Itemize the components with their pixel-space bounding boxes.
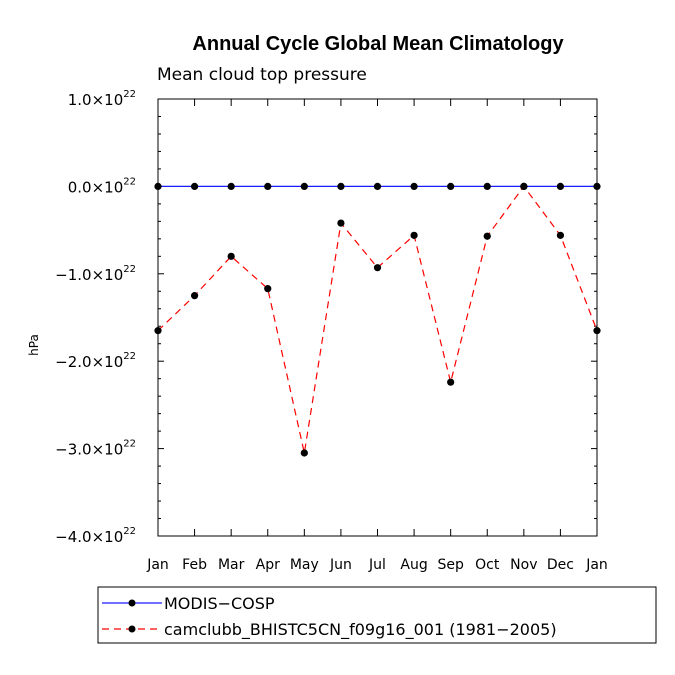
legend-marker-camclubb (128, 625, 136, 633)
data-point-s0-7 (410, 182, 418, 190)
y-tick-mantissa: −1.0×10 (55, 266, 123, 284)
data-point-s1-1 (190, 292, 199, 300)
legend-entry-modis: MODIS−COSP (102, 594, 275, 613)
y-tick-exponent: 22 (123, 526, 136, 537)
x-tick-label: Jan (146, 557, 169, 573)
data-point-s1-3 (264, 285, 272, 293)
y-tick-label: 0.0×1022 (68, 176, 136, 196)
x-tick-label: Jul (368, 557, 386, 573)
x-tick-label: Sep (437, 557, 464, 573)
data-point-s0-2 (227, 182, 235, 190)
y-tick-exponent: 22 (123, 439, 136, 450)
data-point-s1-10 (520, 182, 528, 190)
y-tick-mantissa: 0.0×10 (68, 178, 124, 196)
data-point-s0-3 (264, 182, 272, 190)
x-tick-label: Jan (585, 557, 608, 573)
plot-frame (157, 98, 598, 537)
data-point-s0-6 (373, 182, 382, 190)
data-point-s0-8 (447, 182, 455, 190)
legend-label-modis: MODIS−COSP (164, 594, 275, 613)
x-tick-label: Mar (218, 557, 245, 573)
data-point-s0-0 (154, 182, 162, 190)
data-point-s1-4 (300, 449, 308, 457)
x-tick-label: Dec (547, 557, 574, 573)
data-point-s1-5 (337, 219, 345, 227)
data-point-s0-4 (300, 182, 308, 190)
legend-entry-camclubb: camclubb_BHISTC5CN_f09g16_001 (1981−2005… (102, 620, 557, 640)
y-tick-label: 1.0×1022 (68, 89, 136, 109)
y-tick-label: −2.0×1022 (55, 351, 136, 371)
legend-label-camclubb: camclubb_BHISTC5CN_f09g16_001 (1981−2005… (164, 620, 557, 640)
data-point-s1-8 (447, 378, 455, 386)
data-point-s0-5 (337, 182, 345, 190)
y-tick-mantissa: −2.0×10 (55, 353, 123, 371)
data-point-s0-9 (483, 182, 491, 190)
y-axis-label: hPa (27, 334, 41, 356)
y-tick-mantissa: −3.0×10 (55, 441, 123, 459)
x-tick-label: Nov (510, 557, 537, 573)
y-tick-label: −4.0×1022 (55, 526, 136, 546)
x-tick-label: Aug (400, 557, 427, 573)
y-tick-mantissa: −4.0×10 (55, 528, 123, 546)
x-tick-label: Jun (329, 557, 352, 573)
data-point-s1-0 (154, 327, 162, 335)
series-line-1 (157, 185, 598, 454)
data-point-s0-12 (593, 182, 601, 190)
x-tick-label: May (290, 557, 319, 573)
x-tick-label: Apr (256, 557, 280, 573)
data-point-s0-1 (190, 182, 199, 190)
chart-subtitle: Mean cloud top pressure (157, 65, 367, 85)
legend-marker-modis (128, 599, 136, 607)
data-point-s1-9 (483, 232, 491, 240)
data-point-s1-7 (410, 231, 418, 239)
y-tick-exponent: 22 (123, 264, 136, 275)
y-ticks: 1.0×10220.0×1022−1.0×1022−2.0×1022−3.0×1… (55, 89, 597, 546)
data-point-s1-6 (373, 264, 382, 272)
data-point-s1-2 (227, 252, 235, 260)
chart-title: Annual Cycle Global Mean Climatology (192, 33, 564, 55)
series-layer (154, 182, 601, 457)
y-tick-exponent: 22 (123, 176, 136, 187)
data-point-s1-12 (593, 327, 601, 335)
y-tick-exponent: 22 (123, 351, 136, 362)
y-tick-exponent: 22 (123, 89, 136, 100)
data-point-s0-11 (556, 182, 565, 190)
x-ticks: Jan Feb Mar Apr May Jun Jul Aug Sep Oct Nov Dec Jan (146, 99, 608, 573)
y-tick-mantissa: 1.0×10 (68, 91, 124, 109)
x-tick-label: Oct (475, 557, 500, 573)
data-point-s1-11 (556, 231, 565, 239)
y-tick-label: −1.0×1022 (55, 264, 136, 284)
x-tick-label: Feb (182, 557, 207, 573)
legend-box (97, 586, 657, 644)
y-tick-label: −3.0×1022 (55, 439, 136, 459)
